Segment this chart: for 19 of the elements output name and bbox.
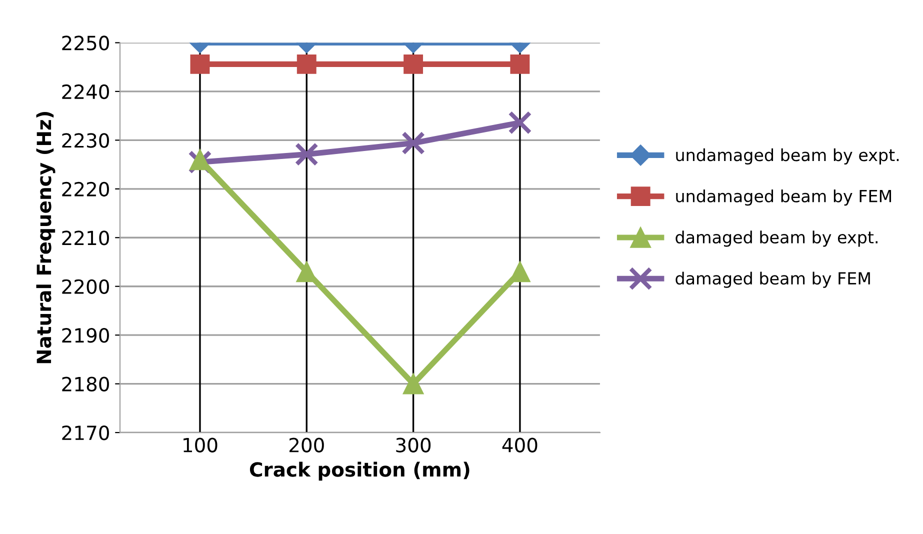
y-tick-label: 2170 (62, 425, 109, 440)
y-tick-label: 2220 (62, 182, 109, 197)
x-tick-label: 300 (396, 438, 431, 452)
y-tick-label: 2180 (62, 376, 109, 392)
x-tick-label: 200 (290, 438, 324, 452)
y-axis-title: Natural Frequency (Hz) (36, 112, 56, 364)
y-tick-label: 2250 (62, 36, 109, 50)
y-tick-label: 2190 (62, 328, 109, 343)
x-tick-label: 400 (502, 438, 538, 452)
y-tick-label: 2230 (62, 133, 109, 148)
legend-label: damaged beam by FEM (676, 272, 870, 288)
x-tick-label: 100 (184, 438, 218, 452)
legend-label: damaged beam by expt. (676, 230, 878, 247)
legend-label: undamaged beam by expt. (676, 148, 899, 165)
y-tick-label: 2240 (62, 84, 109, 100)
y-tick-label: 2210 (62, 230, 109, 246)
x-axis-title: Crack position (mm) (250, 462, 470, 481)
legend-label: undamaged beam by FEM (676, 190, 892, 206)
y-tick-label: 2200 (62, 279, 109, 294)
